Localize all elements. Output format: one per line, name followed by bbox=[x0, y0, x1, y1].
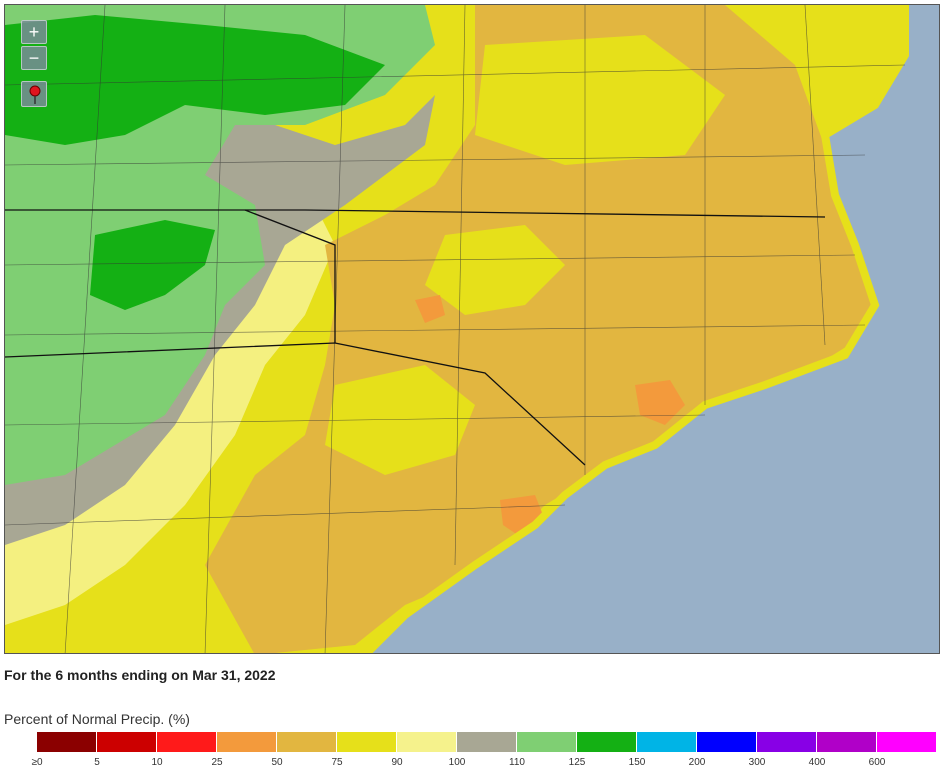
legend-swatch bbox=[637, 732, 696, 752]
legend-swatch bbox=[877, 732, 936, 752]
legend-tick-label: 400 bbox=[808, 757, 826, 768]
legend-tick-labels: ≥0 5 10 25 50 75 90 100 110 125 150 200 300 400 600 bbox=[0, 757, 945, 771]
legend-tick-label: 90 bbox=[391, 757, 403, 768]
legend-tick-label: 25 bbox=[211, 757, 223, 768]
precip-map[interactable]: + − bbox=[4, 4, 940, 654]
region-orange-a bbox=[635, 380, 685, 425]
legend-tick-label: 10 bbox=[151, 757, 163, 768]
legend-swatch bbox=[97, 732, 156, 752]
legend-tick-label: 50 bbox=[271, 757, 283, 768]
legend-tick-label: 200 bbox=[688, 757, 706, 768]
legend-title: Percent of Normal Precip. (%) bbox=[4, 711, 190, 727]
legend-tick-label: 75 bbox=[331, 757, 343, 768]
legend-swatch bbox=[397, 732, 456, 752]
period-caption: For the 6 months ending on Mar 31, 2022 bbox=[4, 667, 276, 683]
zoom-out-button[interactable]: − bbox=[21, 46, 47, 70]
region-orange-c bbox=[415, 295, 445, 323]
region-yellow-island-b bbox=[325, 365, 475, 475]
county-lines bbox=[5, 5, 906, 653]
zoom-in-button[interactable]: + bbox=[21, 20, 47, 44]
legend-swatch bbox=[37, 732, 96, 752]
legend-swatch bbox=[817, 732, 876, 752]
legend-swatch bbox=[277, 732, 336, 752]
zoom-control: + − bbox=[21, 20, 47, 70]
map-pin-icon bbox=[29, 85, 41, 104]
location-marker-button[interactable] bbox=[21, 81, 47, 107]
map-canvas[interactable] bbox=[5, 5, 940, 654]
legend-tick-label: 110 bbox=[509, 757, 525, 768]
legend-tick-label: 300 bbox=[748, 757, 766, 768]
legend-swatch bbox=[697, 732, 756, 752]
legend-swatch bbox=[457, 732, 516, 752]
legend-swatch bbox=[337, 732, 396, 752]
legend-swatch bbox=[517, 732, 576, 752]
legend-tick-label: 125 bbox=[568, 757, 586, 768]
legend-swatch bbox=[217, 732, 276, 752]
legend-swatch bbox=[157, 732, 216, 752]
legend-tick-label: 150 bbox=[628, 757, 646, 768]
legend-tick-label: ≥0 bbox=[31, 757, 43, 768]
region-green-nw bbox=[5, 15, 385, 145]
ocean bbox=[367, 5, 939, 653]
legend-tick-label: 5 bbox=[94, 757, 100, 768]
coastal-fringe bbox=[362, 5, 909, 653]
legend-swatch bbox=[757, 732, 816, 752]
legend-swatch bbox=[577, 732, 636, 752]
state-borders bbox=[5, 209, 826, 466]
legend-tick-label: 100 bbox=[448, 757, 466, 768]
region-green-mid bbox=[90, 220, 215, 310]
region-yellow-north bbox=[475, 35, 725, 165]
legend-tick-label: 600 bbox=[868, 757, 886, 768]
legend-color-bar bbox=[37, 732, 937, 752]
